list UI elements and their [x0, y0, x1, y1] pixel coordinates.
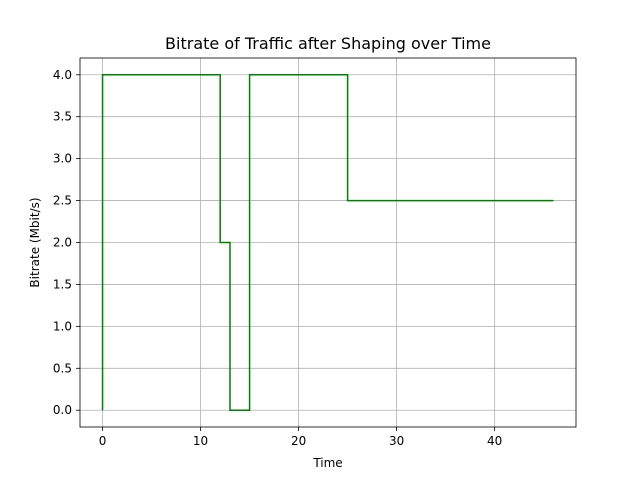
x-axis-label: Time: [312, 456, 342, 470]
y-tick-label: 4.0: [53, 68, 72, 82]
y-tick-label: 2.5: [53, 194, 72, 208]
x-tick-label: 30: [389, 434, 404, 448]
x-tick-label: 10: [193, 434, 208, 448]
series-layer: [101, 74, 554, 411]
y-tick-label: 3.0: [53, 152, 72, 166]
y-tick-label: 1.0: [53, 319, 72, 333]
x-tick-label: 20: [291, 434, 306, 448]
x-tick-label: 0: [99, 434, 107, 448]
ticks: 0 10 20 30 40 0.0 0.5 1.0 1.5 2.0 2.5 3.0 3.5 4.0: [53, 68, 502, 448]
x-tick-label: 40: [487, 434, 502, 448]
y-axis-label: Bitrate (Mbit/s): [28, 197, 42, 287]
grid: [80, 58, 576, 427]
y-tick-label: 1.5: [53, 277, 72, 291]
y-tick-label: 0.5: [53, 361, 72, 375]
y-tick-label: 2.0: [53, 236, 72, 250]
y-tick-label: 0.0: [53, 403, 72, 417]
y-tick-label: 3.5: [53, 110, 72, 124]
series-line: [101, 74, 554, 411]
chart-title: Bitrate of Traffic after Shaping over Ti…: [165, 34, 491, 53]
